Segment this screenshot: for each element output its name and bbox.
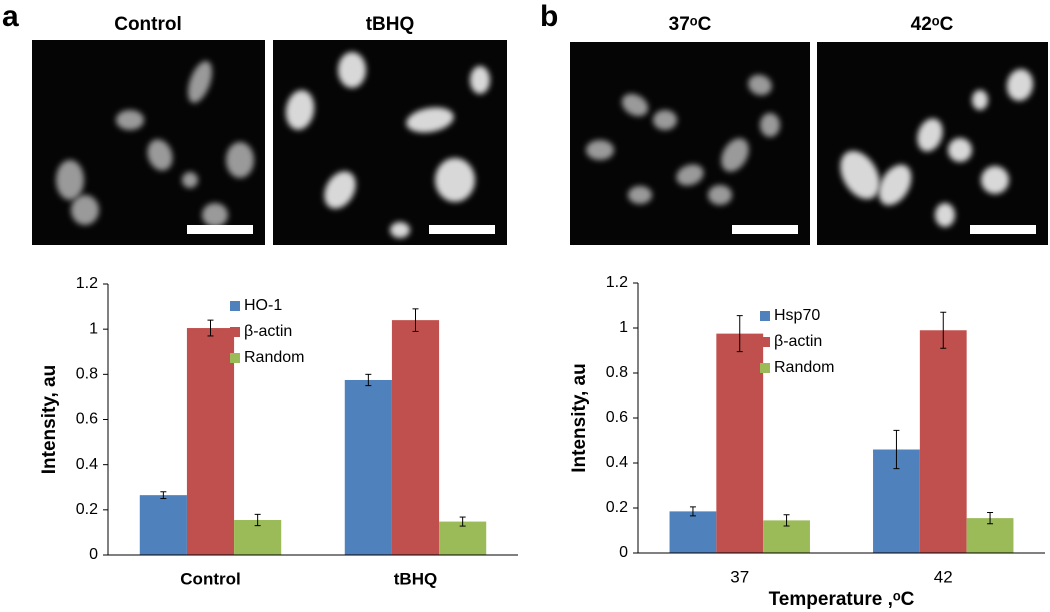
nucleus — [653, 110, 677, 130]
nucleus — [981, 166, 1009, 194]
legend-label: β-actin — [244, 323, 292, 340]
bar — [344, 379, 392, 555]
y-tick-label: 0.6 — [606, 409, 628, 426]
image-label: tBHQ — [366, 14, 415, 35]
nucleus — [840, 150, 880, 200]
nucleus — [935, 203, 955, 227]
nucleus — [628, 186, 652, 204]
x-tick-label: tBHQ — [394, 569, 437, 588]
y-axis-label: Intensity, au — [39, 365, 60, 474]
nucleus — [202, 203, 228, 227]
image-label: 42ᵒC — [911, 14, 954, 35]
legend-label: β-actin — [774, 333, 822, 350]
nucleus — [338, 52, 366, 88]
x-tick-label: Control — [180, 569, 240, 588]
nucleus — [972, 90, 988, 110]
micrograph — [273, 40, 507, 245]
scale-bar — [429, 225, 495, 234]
nucleus — [71, 195, 99, 225]
nucleus — [470, 66, 490, 94]
y-tick-label: 1 — [619, 319, 628, 336]
nucleus — [708, 185, 732, 205]
y-tick-label: 0 — [89, 546, 98, 563]
legend-swatch — [760, 363, 770, 373]
legend-swatch — [230, 301, 240, 311]
nucleus — [182, 172, 198, 188]
bar — [186, 328, 235, 555]
panel-label: a — [2, 0, 19, 33]
bar — [669, 511, 717, 553]
nucleus — [56, 160, 84, 200]
bar — [919, 330, 967, 553]
nucleus — [116, 110, 144, 130]
y-tick-label: 0.6 — [76, 411, 98, 428]
y-tick-label: 0.4 — [606, 454, 628, 471]
scale-bar — [187, 225, 253, 234]
y-tick-label: 0.2 — [76, 501, 98, 518]
nucleus — [760, 113, 780, 137]
y-tick-label: 1.2 — [606, 274, 628, 291]
y-tick-label: 1.2 — [76, 275, 98, 292]
scale-bar — [732, 225, 798, 234]
nucleus — [226, 142, 254, 178]
bar-chart: 0 0.2 0.4 0.6 0.8 1 1.2 Intensity, au Control tBH… — [39, 275, 518, 588]
legend-label: Random — [244, 349, 304, 366]
y-axis-label: Intensity, au — [569, 363, 590, 472]
scale-bar — [970, 225, 1036, 234]
y-tick-label: 1 — [89, 320, 98, 337]
nucleus — [586, 140, 614, 160]
nucleus — [187, 61, 213, 103]
nucleus — [406, 107, 454, 133]
micrographs — [32, 40, 1048, 245]
nucleus — [390, 222, 410, 238]
image-label: 37ᵒC — [669, 14, 712, 35]
nucleus — [721, 138, 749, 172]
bar — [716, 333, 764, 553]
nucleus — [917, 118, 943, 152]
nucleus — [285, 90, 315, 130]
bar — [391, 320, 440, 555]
x-tick-label: 42 — [934, 567, 953, 586]
legend-swatch — [760, 311, 770, 321]
nucleus — [878, 164, 912, 206]
bar — [439, 521, 487, 555]
nucleus — [435, 158, 475, 202]
nucleus — [324, 171, 356, 209]
legend-swatch — [230, 353, 240, 363]
legend-swatch — [230, 327, 240, 337]
y-tick-label: 0.4 — [76, 456, 98, 473]
nucleus — [621, 93, 649, 117]
x-axis-label: Temperature ,ᵒC — [769, 589, 915, 610]
nucleus — [676, 164, 704, 186]
micrograph — [32, 40, 265, 245]
image-label: Control — [114, 14, 182, 35]
nucleus — [147, 139, 173, 171]
nucleus — [948, 138, 972, 162]
nucleus — [748, 74, 772, 96]
nucleus — [1006, 69, 1034, 101]
bar — [139, 495, 187, 555]
y-tick-label: 0 — [619, 544, 628, 561]
legend-swatch — [760, 337, 770, 347]
legend-label: Random — [774, 359, 834, 376]
panel-label: b — [540, 0, 558, 33]
y-tick-label: 0.2 — [606, 499, 628, 516]
y-tick-label: 0.8 — [606, 364, 628, 381]
y-tick-label: 0.8 — [76, 366, 98, 383]
legend-label: HO-1 — [244, 297, 282, 314]
x-tick-label: 37 — [730, 567, 749, 586]
bar-chart: 0 0.2 0.4 0.6 0.8 1 1.2 Intensity, au Temperatur… — [569, 274, 1045, 610]
legend-label: Hsp70 — [774, 307, 820, 324]
